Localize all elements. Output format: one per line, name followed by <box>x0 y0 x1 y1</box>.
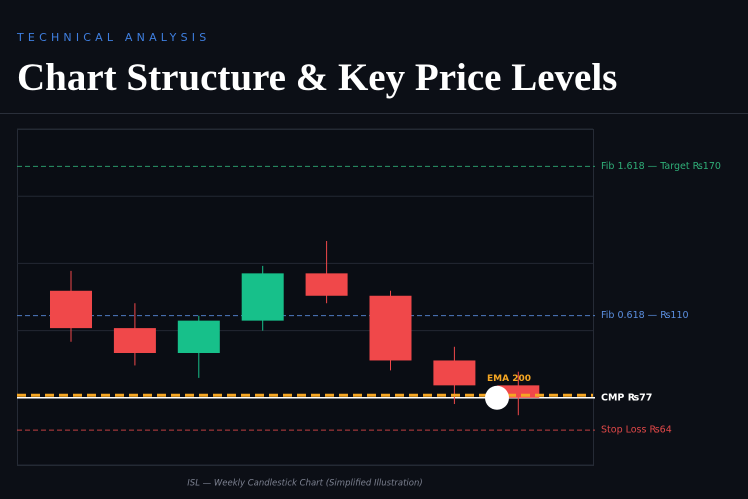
level-label: Fib 0.618 — ₨110 <box>601 310 689 321</box>
chart-title: Chart Structure & Key Price Levels <box>17 56 617 99</box>
candle-body <box>113 328 156 353</box>
level-label: CMP ₨77 <box>601 392 652 403</box>
candle-body <box>177 320 220 353</box>
caption: ISL — Weekly Candlestick Chart (Simplifi… <box>187 479 422 489</box>
plot-panel <box>17 129 594 466</box>
level-label: Stop Loss ₨64 <box>601 425 672 436</box>
candle-body <box>305 273 348 296</box>
ema-label: EMA 200 <box>487 374 531 384</box>
candle-body <box>50 290 92 329</box>
eyebrow: TECHNICAL ANALYSIS <box>16 31 210 44</box>
level-label: Fib 1.618 — Target ₨170 <box>601 161 721 172</box>
candle-body <box>241 273 284 321</box>
candle-body <box>369 295 412 361</box>
price-marker <box>485 385 509 410</box>
candle-body <box>433 360 476 386</box>
